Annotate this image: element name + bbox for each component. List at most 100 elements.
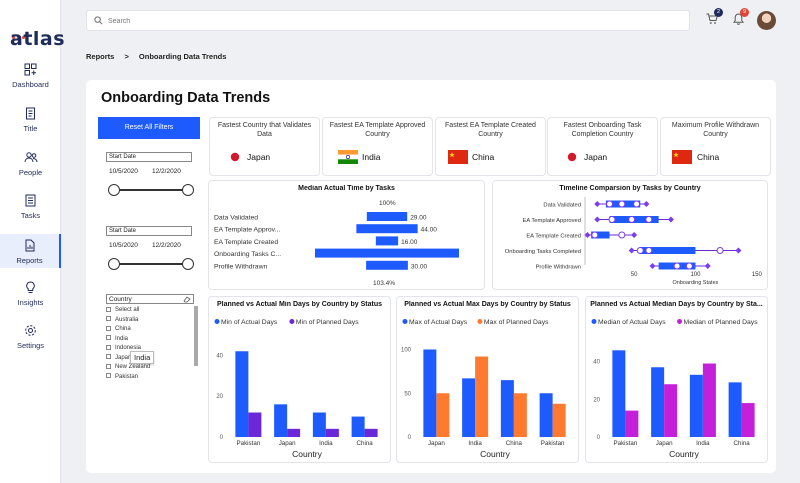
- date-range-slider[interactable]: [106, 184, 194, 196]
- data-point[interactable]: [636, 247, 644, 254]
- data-point[interactable]: [618, 200, 626, 208]
- bar[interactable]: [702, 363, 716, 438]
- reset-filters-button[interactable]: Reset All Filters: [98, 117, 200, 139]
- date-slicer-label: Start Date: [106, 152, 192, 162]
- legend-label: Min of Planned Days: [296, 319, 359, 326]
- legend-label: Min of Actual Days: [221, 319, 278, 326]
- task-bar[interactable]: [366, 260, 408, 270]
- bar[interactable]: [728, 382, 742, 437]
- task-bar[interactable]: [375, 236, 399, 246]
- bar[interactable]: [625, 410, 639, 437]
- whisker-point: [594, 216, 601, 223]
- data-point[interactable]: [633, 200, 641, 208]
- checkbox-icon[interactable]: [106, 373, 111, 378]
- bar[interactable]: [462, 378, 476, 437]
- slider-start-handle[interactable]: [108, 184, 120, 196]
- kpi-value: China: [472, 152, 495, 162]
- user-avatar[interactable]: [757, 11, 776, 30]
- bar[interactable]: [552, 403, 566, 437]
- nav-insights[interactable]: Insights: [0, 281, 61, 321]
- bar[interactable]: [475, 356, 489, 438]
- reports-icon: [25, 239, 35, 252]
- slider-end-handle[interactable]: [182, 184, 194, 196]
- bar[interactable]: [651, 367, 665, 437]
- country-option[interactable]: Indonesia: [106, 344, 198, 354]
- breadcrumb-parent[interactable]: Reports: [86, 52, 115, 61]
- checkbox-icon[interactable]: [106, 335, 111, 340]
- bar[interactable]: [500, 380, 514, 437]
- bar[interactable]: [325, 428, 339, 437]
- bar[interactable]: [312, 412, 326, 438]
- date-to[interactable]: 12/2/2020: [152, 242, 181, 249]
- checkbox-icon[interactable]: [106, 316, 111, 321]
- country-option[interactable]: Japan: [106, 354, 198, 364]
- data-point[interactable]: [685, 262, 693, 270]
- data-point[interactable]: [606, 200, 614, 208]
- country-option[interactable]: Pakistan: [106, 373, 198, 383]
- dashboard-icon: [24, 63, 37, 76]
- country-scrollbar[interactable]: [194, 306, 198, 366]
- bar[interactable]: [274, 404, 288, 437]
- bar[interactable]: [741, 403, 755, 437]
- data-point[interactable]: [645, 247, 653, 254]
- nav-dashboard[interactable]: Dashboard: [0, 63, 61, 103]
- data-point[interactable]: [716, 247, 724, 254]
- data-point[interactable]: [645, 216, 653, 223]
- checkbox-icon[interactable]: [106, 306, 111, 312]
- bar[interactable]: [248, 412, 262, 438]
- country-option[interactable]: India: [106, 335, 198, 345]
- bar[interactable]: [513, 393, 527, 437]
- bar[interactable]: [664, 384, 678, 437]
- bar[interactable]: [689, 374, 703, 437]
- task-bar[interactable]: [366, 212, 408, 221]
- date-range-slider[interactable]: [106, 258, 194, 270]
- date-from[interactable]: 10/5/2020: [109, 168, 138, 175]
- x-axis-label: Onboarding States: [673, 280, 719, 286]
- bar[interactable]: [364, 428, 378, 437]
- legend-label: Median of Planned Days: [684, 319, 759, 326]
- data-point[interactable]: [608, 216, 616, 223]
- date-from[interactable]: 10/5/2020: [109, 242, 138, 249]
- task-bar[interactable]: [356, 224, 418, 234]
- slider-end-handle[interactable]: [182, 258, 194, 270]
- country-option[interactable]: New Zealand: [106, 363, 198, 373]
- nav-title[interactable]: Title: [0, 107, 61, 147]
- country-option[interactable]: Select all: [106, 306, 198, 316]
- notifications-button[interactable]: 9: [733, 8, 749, 30]
- nav-reports[interactable]: Reports: [0, 234, 61, 268]
- country-option[interactable]: China: [106, 325, 198, 335]
- box[interactable]: [640, 247, 696, 254]
- search-input[interactable]: [108, 14, 668, 28]
- bar[interactable]: [612, 350, 626, 437]
- checkbox-icon[interactable]: [106, 344, 111, 350]
- bar[interactable]: [351, 416, 365, 437]
- eraser-icon[interactable]: [183, 296, 191, 303]
- data-point[interactable]: [673, 262, 681, 270]
- box[interactable]: [591, 231, 610, 239]
- china-flag-icon: [672, 150, 692, 164]
- app-logo[interactable]: atlas: [10, 28, 66, 50]
- country-option-label: Pakistan: [115, 373, 139, 380]
- task-bar[interactable]: [315, 248, 459, 258]
- bar[interactable]: [539, 393, 553, 437]
- nav-people[interactable]: People: [0, 151, 61, 191]
- bar[interactable]: [235, 351, 249, 437]
- bar[interactable]: [436, 393, 450, 437]
- nav-people-label: People: [18, 168, 43, 177]
- checkbox-icon[interactable]: [106, 325, 111, 331]
- cart-button[interactable]: 2: [706, 8, 723, 30]
- bar[interactable]: [287, 428, 301, 437]
- nav-tasks[interactable]: Tasks: [0, 194, 61, 234]
- india-flag-icon: [338, 150, 358, 164]
- checkbox-icon[interactable]: [106, 363, 111, 369]
- nav-settings[interactable]: Settings: [0, 324, 61, 364]
- bar[interactable]: [423, 349, 437, 438]
- slider-start-handle[interactable]: [108, 258, 120, 270]
- x-tick-label: Pakistan: [237, 440, 261, 447]
- data-point[interactable]: [618, 231, 626, 239]
- date-to[interactable]: 12/2/2020: [152, 168, 181, 175]
- country-option[interactable]: Australia: [106, 316, 198, 326]
- data-point[interactable]: [628, 216, 636, 223]
- data-point[interactable]: [591, 231, 599, 239]
- checkbox-icon[interactable]: [106, 354, 111, 359]
